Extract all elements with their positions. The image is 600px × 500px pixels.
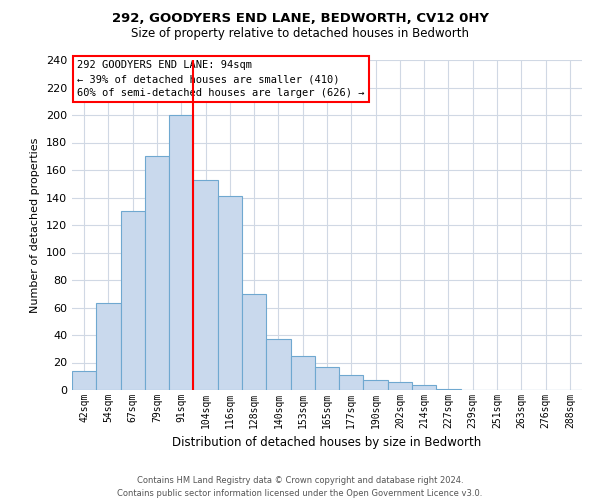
Bar — [121, 211, 145, 390]
Bar — [436, 388, 461, 390]
Bar — [266, 339, 290, 390]
Bar — [169, 115, 193, 390]
Bar — [364, 380, 388, 390]
X-axis label: Distribution of detached houses by size in Bedworth: Distribution of detached houses by size … — [172, 436, 482, 450]
Text: Size of property relative to detached houses in Bedworth: Size of property relative to detached ho… — [131, 28, 469, 40]
Bar — [72, 371, 96, 390]
Bar — [388, 382, 412, 390]
Bar — [339, 375, 364, 390]
Text: 292, GOODYERS END LANE, BEDWORTH, CV12 0HY: 292, GOODYERS END LANE, BEDWORTH, CV12 0… — [112, 12, 488, 26]
Bar — [218, 196, 242, 390]
Bar — [290, 356, 315, 390]
Bar — [315, 366, 339, 390]
Bar — [193, 180, 218, 390]
Bar — [96, 304, 121, 390]
Bar — [242, 294, 266, 390]
Text: 292 GOODYERS END LANE: 94sqm
← 39% of detached houses are smaller (410)
60% of s: 292 GOODYERS END LANE: 94sqm ← 39% of de… — [77, 60, 365, 98]
Y-axis label: Number of detached properties: Number of detached properties — [31, 138, 40, 312]
Text: Contains HM Land Registry data © Crown copyright and database right 2024.
Contai: Contains HM Land Registry data © Crown c… — [118, 476, 482, 498]
Bar — [145, 156, 169, 390]
Bar — [412, 384, 436, 390]
